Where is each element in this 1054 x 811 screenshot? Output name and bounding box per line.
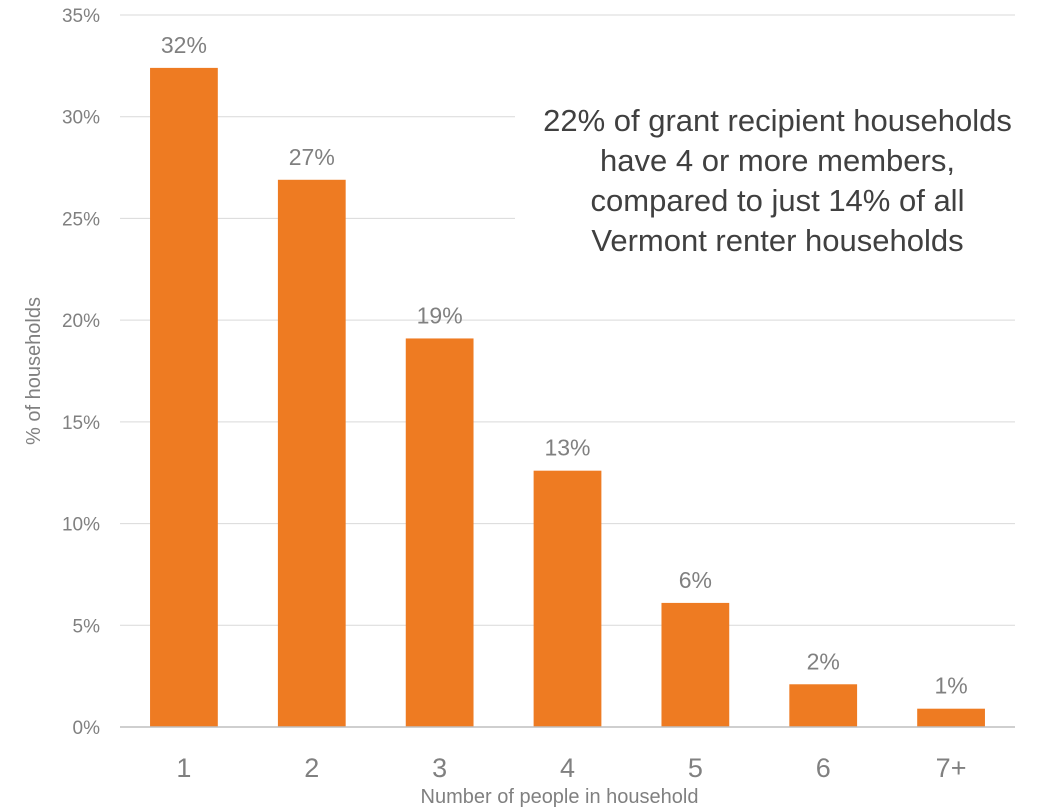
data-label: 1% bbox=[934, 673, 967, 699]
y-tick-label: 0% bbox=[73, 718, 101, 739]
data-label: 13% bbox=[544, 435, 590, 461]
y-axis-title: % of households bbox=[23, 297, 45, 445]
bar bbox=[661, 602, 730, 727]
x-tick-label: 6 bbox=[816, 753, 831, 783]
x-axis-title: Number of people in household bbox=[421, 786, 699, 808]
bars bbox=[150, 67, 985, 728]
data-labels: 32% 27% 19% 13% 6% 2% 1% bbox=[161, 32, 968, 699]
y-tick-label: 35% bbox=[62, 6, 100, 27]
x-tick-label: 2 bbox=[304, 753, 319, 783]
y-tick-label: 5% bbox=[73, 616, 101, 637]
bar bbox=[917, 708, 985, 727]
x-tick-label: 4 bbox=[560, 753, 575, 783]
data-label: 27% bbox=[289, 144, 335, 170]
y-tick-label: 30% bbox=[62, 108, 100, 129]
data-label: 2% bbox=[807, 648, 840, 674]
x-tick-label: 5 bbox=[688, 753, 703, 783]
y-tick-label: 25% bbox=[62, 209, 100, 230]
annotation-callout: 22% of grant recipient households have 4… bbox=[515, 60, 1040, 302]
data-label: 19% bbox=[417, 302, 463, 328]
x-tick-label: 1 bbox=[176, 753, 191, 783]
data-label: 6% bbox=[679, 567, 712, 593]
y-axis-ticks: 0% 5% 10% 15% 20% 25% 30% 35% bbox=[62, 6, 100, 739]
bar bbox=[150, 67, 218, 728]
bar bbox=[405, 338, 474, 727]
y-tick-label: 10% bbox=[62, 515, 100, 536]
data-label: 32% bbox=[161, 32, 207, 58]
bar bbox=[533, 470, 602, 727]
y-tick-label: 20% bbox=[62, 311, 100, 332]
x-tick-label: 3 bbox=[432, 753, 447, 783]
x-tick-label: 7+ bbox=[936, 753, 967, 783]
bar bbox=[789, 684, 858, 727]
bar bbox=[277, 179, 346, 727]
x-axis-ticks: 1 2 3 4 5 6 7+ bbox=[176, 753, 966, 783]
annotation-text: 22% of grant recipient households have 4… bbox=[543, 103, 1012, 258]
y-tick-label: 15% bbox=[62, 413, 100, 434]
